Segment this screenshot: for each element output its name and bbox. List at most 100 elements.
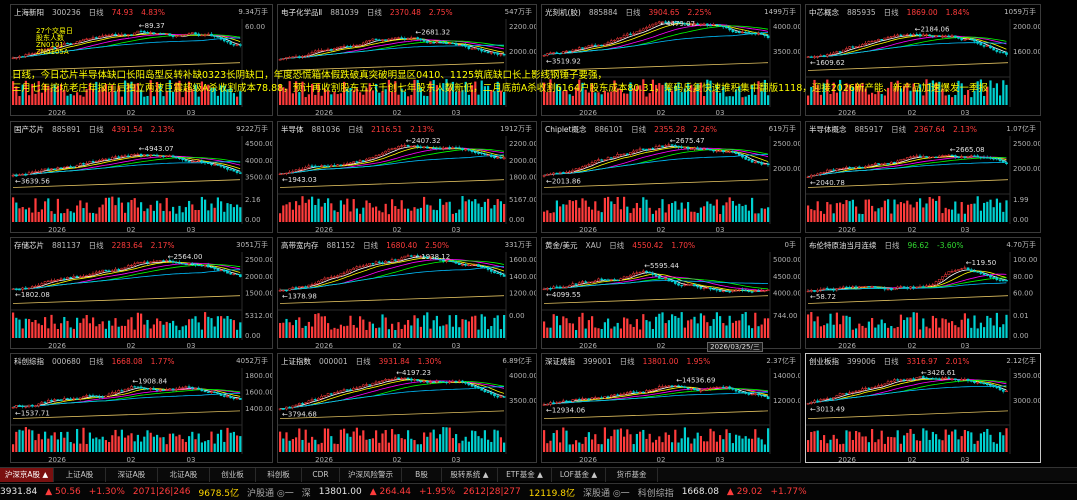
candle-body bbox=[317, 280, 320, 284]
tab-2[interactable]: 上证A股 bbox=[54, 468, 106, 482]
volume-bar bbox=[661, 199, 664, 222]
y-tick-label: 100.00 bbox=[1013, 256, 1038, 264]
candle-body bbox=[635, 149, 639, 152]
chart-panel-13[interactable]: 科创综指 000680 日线 1668.08 1.77% 4052万手 ←1908.84 ←1… bbox=[10, 353, 273, 463]
chart-panel-3[interactable]: 光刻机(胶) 885884 日线 3904.65 2.25% 1499万手 ←4479.07… bbox=[541, 4, 801, 116]
candle-body bbox=[136, 153, 140, 156]
candle-body bbox=[912, 286, 916, 288]
volume-bar bbox=[664, 82, 667, 105]
volume-bar bbox=[188, 436, 191, 452]
tab-5[interactable]: 创业板 bbox=[210, 468, 256, 482]
low-marker: ←4099.55 bbox=[546, 291, 581, 299]
volume-bar bbox=[432, 429, 435, 452]
tab-12[interactable]: LOF基金 ▲ bbox=[552, 468, 606, 482]
chart-panel-9[interactable]: 存储芯片 881137 日线 2283.64 2.17% 3051万手 ←2564.00 ←1… bbox=[10, 237, 273, 349]
volume-bar bbox=[200, 196, 203, 222]
kline-chart[interactable]: ←2564.00←1802.082500.002000.001500.00531… bbox=[11, 238, 273, 349]
chart-panel-5[interactable]: 国产芯片 885891 日线 4391.54 2.13% 9222万手 ←4943.07 ←3… bbox=[10, 121, 273, 233]
chart-panel-14[interactable]: 上证指数 000001 日线 3931.84 1.30% 6.89亿手 ←4197.23 ←3… bbox=[277, 353, 537, 463]
candle-body bbox=[393, 259, 397, 261]
candle-body bbox=[320, 50, 324, 52]
candle-body bbox=[429, 42, 432, 44]
tab-9[interactable]: B股 bbox=[402, 468, 442, 482]
candle-body bbox=[126, 388, 130, 390]
candle-body bbox=[651, 23, 655, 27]
chart-panel-2[interactable]: 电子化学品Ⅱ 881039 日线 2370.48 2.75% 547万手 ←2681.32 2… bbox=[277, 4, 537, 116]
kline-chart[interactable]: ←119.50←58.72100.0080.0060.000.010.00202… bbox=[806, 238, 1041, 349]
candle-body bbox=[693, 147, 696, 150]
candle-body bbox=[950, 378, 954, 380]
chart-panel-11[interactable]: 黄金/美元 XAU 日线 4550.42 1.70% 0手 ←5595.44 ←4099.55… bbox=[541, 237, 801, 349]
kline-chart[interactable]: ←2665.08←2040.782500.002000.001.990.0020… bbox=[806, 122, 1041, 233]
candle-body bbox=[486, 267, 490, 270]
chart-panel-6[interactable]: 半导体 881036 日线 2116.51 2.13% 1912万手 ←2407.32 ←19… bbox=[277, 121, 537, 233]
tab-1[interactable]: 沪深京A股 ▲ bbox=[0, 468, 54, 482]
tab-3[interactable]: 深证A股 bbox=[106, 468, 158, 482]
candle-body bbox=[584, 281, 588, 283]
tab-11[interactable]: ETF基金 ▲ bbox=[498, 468, 552, 482]
volume-bar bbox=[323, 88, 326, 105]
candle-body bbox=[107, 393, 111, 397]
tab-8[interactable]: 沪深风险警示 bbox=[340, 468, 402, 482]
chart-panel-15[interactable]: 深证成指 399001 日线 13801.00 1.95% 2.37亿手 ←14536.69… bbox=[541, 353, 801, 463]
candle-body bbox=[104, 158, 108, 161]
candle-body bbox=[232, 273, 236, 276]
volume-bar bbox=[864, 88, 867, 105]
volume-bar bbox=[848, 84, 851, 105]
candle-body bbox=[203, 34, 207, 36]
candle-body bbox=[37, 284, 41, 287]
status-item[interactable]: 深股通 ◎一 bbox=[582, 488, 630, 499]
volume-min-label: 0.00 bbox=[1013, 332, 1029, 340]
volume-bar bbox=[143, 324, 146, 338]
volume-bar bbox=[890, 437, 893, 452]
tab-6[interactable]: 科创板 bbox=[256, 468, 302, 482]
kline-chart[interactable]: ←2407.32←1943.032200.002000.001800.00516… bbox=[278, 122, 537, 233]
kline-chart[interactable]: ←4943.07←3639.564500.004000.003500.002.1… bbox=[11, 122, 273, 233]
volume-bar bbox=[165, 321, 168, 338]
x-tick-label: 02 bbox=[127, 456, 136, 463]
candle-body bbox=[409, 37, 413, 39]
candle-body bbox=[667, 144, 671, 146]
volume-bar bbox=[741, 97, 744, 105]
tab-10[interactable]: 股转系统 ▲ bbox=[442, 468, 498, 482]
kline-chart[interactable]: ←1908.84←1537.711800.001600.001400.00202… bbox=[11, 354, 273, 463]
volume-bar bbox=[696, 323, 699, 338]
candle-body bbox=[683, 284, 687, 286]
volume-bar bbox=[995, 312, 998, 338]
volume-bar bbox=[298, 205, 301, 222]
status-item[interactable]: 沪股通 ◎一 bbox=[247, 488, 294, 499]
chart-panel-16[interactable]: 创业板指 399006 日线 3316.97 2.01% 2.12亿手 ←3426.61 ←3… bbox=[805, 353, 1041, 463]
kline-chart[interactable]: ←14536.69←12934.0614000.0012000.00202602… bbox=[542, 354, 801, 463]
panel-title: 科创综指 bbox=[14, 357, 44, 366]
chart-panel-4[interactable]: 中芯概念 885935 日线 1869.00 1.84% 1059万手 ←2184.06 ←1… bbox=[805, 4, 1041, 116]
tab-4[interactable]: 北证A股 bbox=[158, 468, 210, 482]
volume-bar bbox=[15, 317, 18, 338]
kline-chart[interactable]: ←5595.44←4099.555000.004500.004000.00744… bbox=[542, 238, 801, 349]
chart-panel-8[interactable]: 半导体概念 885917 日线 2367.64 2.13% 1.07亿手 ←2665.08 ←… bbox=[805, 121, 1041, 233]
volume-bar bbox=[15, 202, 18, 222]
volume-bar bbox=[562, 91, 565, 105]
tab-13[interactable]: 货币基金 bbox=[606, 468, 658, 482]
candle-body bbox=[493, 156, 496, 159]
kline-chart[interactable]: ←1938.12←1378.981600.001400.001200.000.0… bbox=[278, 238, 537, 349]
volume-bar bbox=[725, 96, 728, 105]
chart-panel-12[interactable]: 布伦特原油当月连续 日线 96.62 -3.60% 4.70万手 ←119.50 ←58.7… bbox=[805, 237, 1041, 349]
tab-7[interactable]: CDR bbox=[302, 468, 340, 482]
candle-body bbox=[69, 398, 73, 400]
panel-change: 1.77% bbox=[150, 357, 175, 366]
candle-body bbox=[561, 51, 565, 54]
volume-bar bbox=[355, 208, 358, 222]
volume-bar bbox=[706, 79, 709, 105]
volume-bar bbox=[909, 90, 912, 105]
chart-panel-1[interactable]: 上海新阳 300236 日线 74.93 4.83% 9.34万手 ←89.37 60.00 2… bbox=[10, 4, 273, 116]
chart-panel-10[interactable]: 高带宽内存 881152 日线 1680.40 2.50% 331万手 ←1938.12 ←1… bbox=[277, 237, 537, 349]
chart-panel-7[interactable]: Chiplet概念 886101 日线 2355.28 2.26% 619万手 ←2675.… bbox=[541, 121, 801, 233]
candle-body bbox=[638, 30, 642, 32]
